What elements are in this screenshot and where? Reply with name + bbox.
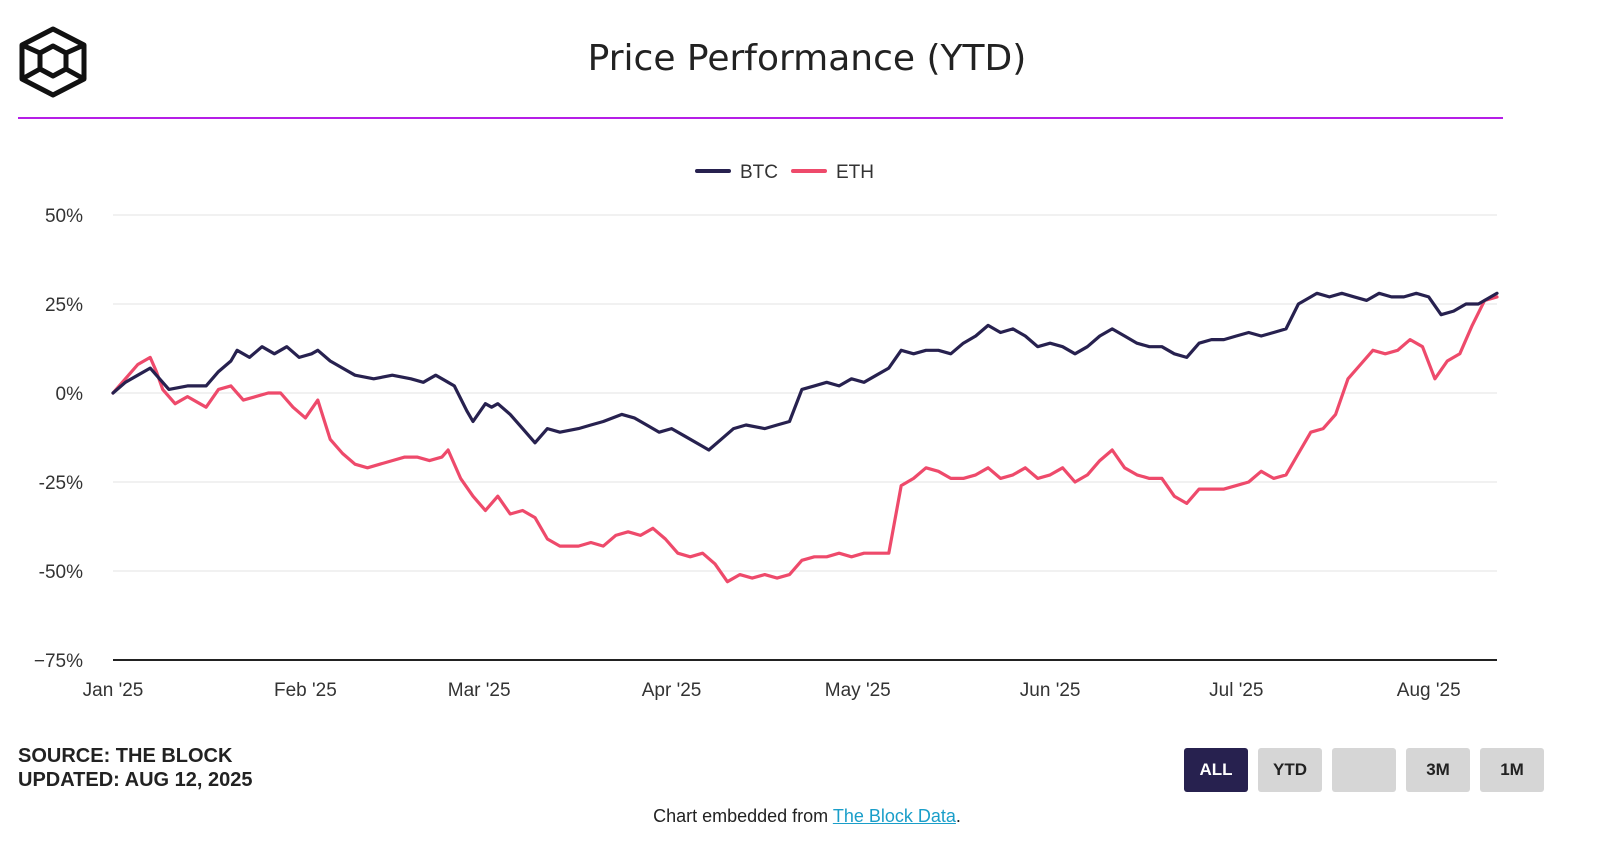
legend-label-eth: ETH: [836, 162, 874, 183]
x-tick-label: May '25: [825, 680, 891, 701]
x-tick-label: Mar '25: [448, 680, 511, 701]
embed-prefix: Chart embedded from: [653, 806, 833, 826]
chart-title: Price Performance (YTD): [587, 38, 1027, 79]
range-button-3m[interactable]: 3M: [1406, 748, 1470, 792]
embed-note: Chart embedded from The Block Data.: [0, 806, 1614, 827]
block-data-link[interactable]: The Block Data: [832, 806, 956, 826]
y-tick-label: 25%: [45, 295, 83, 316]
y-tick-label: -25%: [39, 473, 83, 494]
embed-suffix: .: [955, 806, 961, 826]
range-button-ytd[interactable]: YTD: [1258, 748, 1322, 792]
y-tick-label: -50%: [39, 562, 83, 583]
x-tick-label: Feb '25: [274, 680, 337, 701]
x-tick-label: Apr '25: [642, 680, 702, 701]
legend-label-btc: BTC: [740, 162, 778, 183]
x-tick-label: Jul '25: [1209, 680, 1263, 701]
range-button-all[interactable]: ALL: [1184, 748, 1248, 792]
x-tick-label: Aug '25: [1397, 680, 1461, 701]
source-text: SOURCE: THE BLOCK: [18, 745, 233, 767]
updated-text: UPDATED: AUG 12, 2025: [18, 769, 253, 791]
cube-logo-icon: [19, 26, 87, 98]
range-button-1m[interactable]: 1M: [1480, 748, 1544, 792]
range-selector: ALL YTD 3M 1M: [1184, 748, 1544, 792]
y-tick-label: −75%: [34, 651, 83, 672]
y-tick-label: 0%: [56, 384, 84, 405]
y-tick-label: 50%: [45, 206, 83, 227]
series-line-btc: [111, 291, 1499, 452]
series-line-eth: [111, 295, 1499, 584]
range-button-blank[interactable]: [1332, 748, 1396, 792]
x-tick-label: Jun '25: [1020, 680, 1081, 701]
source-block: SOURCE: THE BLOCK UPDATED: AUG 12, 2025: [18, 744, 253, 792]
x-tick-label: Jan '25: [83, 680, 144, 701]
title-divider: [18, 117, 1503, 119]
price-chart: 50% 25% 0% -25% -50% −75%Jan '25 Feb '25 Mar '2…: [34, 162, 1499, 701]
